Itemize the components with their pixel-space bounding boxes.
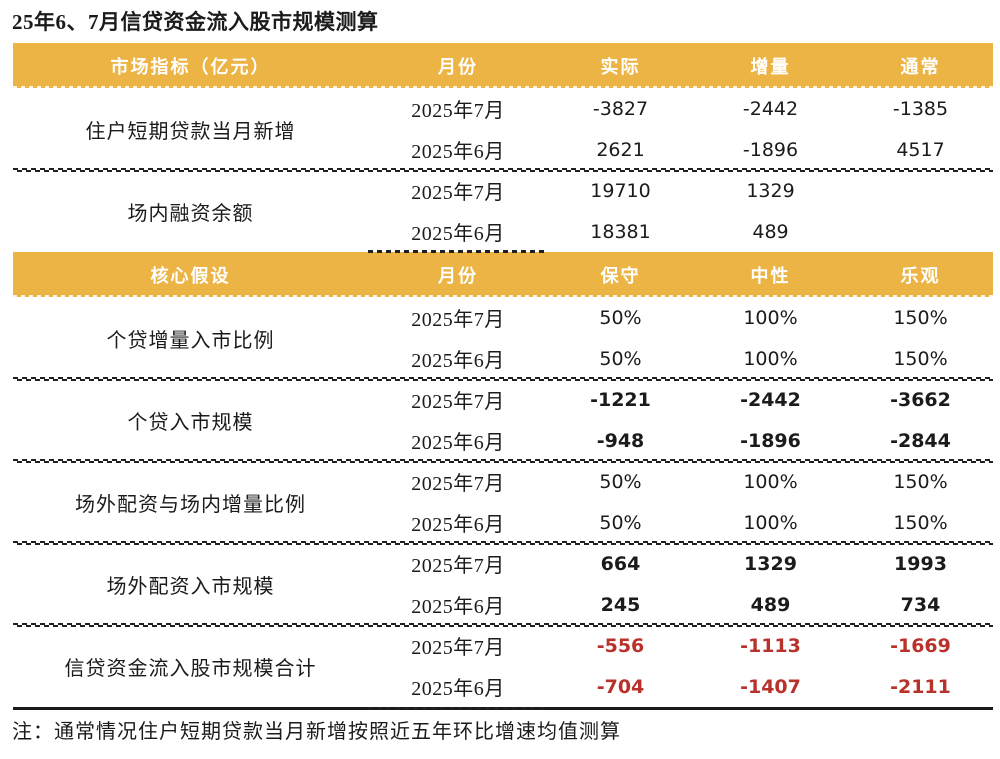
header-core-assumption: 核心假设 (150, 265, 231, 286)
value-cell: 18381 (590, 220, 651, 243)
month-cell: 2025年7月 (411, 555, 505, 577)
value-cell: 664 (600, 552, 641, 575)
month-column-dash (368, 250, 546, 253)
value-cell: 150% (893, 470, 948, 493)
value-cell: 489 (752, 220, 789, 243)
header-market-indicator: 市场指标（亿元） (110, 56, 271, 77)
value-cell: 150% (893, 511, 948, 534)
value-cell: -1407 (740, 675, 801, 698)
value-cell: 245 (600, 593, 641, 616)
value-cell: 1329 (746, 179, 795, 202)
dashed-divider (13, 377, 993, 382)
row-label: 个贷增量入市比例 (106, 329, 275, 352)
month-cell: 2025年6月 (411, 350, 505, 372)
value-cell: 1993 (894, 552, 947, 575)
value-cell: 50% (599, 470, 642, 493)
value-cell: -1113 (740, 634, 801, 657)
value-cell: 1329 (744, 552, 797, 575)
month-cell: 2025年6月 (411, 678, 505, 700)
credit-flow-table: 市场指标（亿元） 月份 实际 增量 通常 住户短期贷款当月新增 2025年7月 … (13, 43, 993, 710)
row-label: 场外配资与场内增量比例 (75, 493, 306, 516)
value-cell: -948 (596, 429, 645, 452)
month-cell: 2025年7月 (411, 182, 505, 204)
section-margin-financing-balance: 场内融资余额 2025年7月 19710 1329 2025年6月 18381 … (13, 170, 993, 252)
month-cell: 2025年6月 (411, 596, 505, 618)
dashed-divider (13, 623, 993, 628)
value-cell: 50% (599, 511, 642, 534)
section-loan-entry-scale: 个贷入市规模 2025年7月 -1221 -2442 -3662 2025年6月… (13, 379, 993, 461)
value-cell: 2621 (596, 138, 645, 161)
header-month: 月份 (438, 265, 478, 286)
value-cell: 100% (743, 347, 798, 370)
header-usual: 通常 (900, 56, 941, 77)
value-cell: 100% (743, 511, 798, 534)
value-cell: -2442 (742, 97, 799, 120)
month-cell: 2025年6月 (411, 514, 505, 536)
value-cell: 100% (743, 470, 798, 493)
month-cell: 2025年6月 (411, 432, 505, 454)
month-cell: 2025年6月 (411, 223, 505, 245)
value-cell: -1669 (890, 634, 951, 657)
value-cell: 150% (893, 347, 948, 370)
section-household-short-term-loans: 住户短期贷款当月新增 2025年7月 -3827 -2442 -1385 202… (13, 88, 993, 170)
month-cell: 2025年6月 (411, 141, 505, 163)
market-table-header: 市场指标（亿元） 月份 实际 增量 通常 (13, 43, 993, 88)
value-cell: -3827 (592, 97, 649, 120)
value-cell: 4517 (896, 138, 945, 161)
value-cell: -704 (596, 675, 645, 698)
row-label: 场内融资余额 (127, 202, 254, 225)
assumption-table-header: 核心假设 月份 保守 中性 乐观 (13, 250, 993, 297)
value-cell: -1896 (742, 138, 799, 161)
value-cell: -1896 (740, 429, 801, 452)
header-actual: 实际 (600, 56, 641, 77)
value-cell: 50% (599, 306, 642, 329)
value-cell: 50% (599, 347, 642, 370)
month-cell: 2025年7月 (411, 309, 505, 331)
month-cell: 2025年7月 (411, 391, 505, 413)
section-offmarket-entry-scale: 场外配资入市规模 2025年7月 664 1329 1993 2025年6月 2… (13, 543, 993, 625)
value-cell: -2111 (890, 675, 951, 698)
value-cell: 100% (743, 306, 798, 329)
report-table-page: 25年6、7月信贷资金流入股市规模测算 市场指标（亿元） 月份 实际 增量 通常… (0, 9, 1000, 746)
dashed-divider (13, 541, 993, 546)
footnote: 注：通常情况住户短期贷款当月新增按照近五年环比增速均值测算 (12, 721, 621, 743)
row-label: 场外配资入市规模 (106, 575, 275, 598)
header-conservative: 保守 (600, 265, 641, 286)
dashed-divider (13, 168, 993, 173)
header-increment: 增量 (750, 56, 791, 77)
value-cell: -556 (596, 634, 645, 657)
value-cell: -1221 (590, 388, 651, 411)
page-title: 25年6、7月信贷资金流入股市规模测算 (12, 10, 379, 34)
table-bottom-border (13, 707, 993, 710)
value-cell: 489 (750, 593, 791, 616)
row-label: 个贷入市规模 (127, 411, 254, 434)
header-month: 月份 (438, 56, 478, 77)
month-column-dash (368, 707, 546, 710)
month-cell: 2025年7月 (411, 473, 505, 495)
value-cell: 19710 (590, 179, 651, 202)
value-cell: -3662 (890, 388, 951, 411)
value-cell: 734 (900, 593, 941, 616)
value-cell: 150% (893, 306, 948, 329)
section-total-credit-inflow: 信贷资金流入股市规模合计 2025年7月 -556 -1113 -1669 20… (13, 625, 993, 707)
value-cell: -1385 (892, 97, 949, 120)
row-label: 信贷资金流入股市规模合计 (64, 657, 317, 680)
value-cell: -2844 (890, 429, 951, 452)
header-neutral: 中性 (750, 265, 791, 286)
row-label: 住户短期贷款当月新增 (85, 120, 296, 143)
month-cell: 2025年7月 (411, 637, 505, 659)
dashed-divider (13, 459, 993, 464)
value-cell: -2442 (740, 388, 801, 411)
section-offmarket-ratio: 场外配资与场内增量比例 2025年7月 50% 100% 150% 2025年6… (13, 461, 993, 543)
month-cell: 2025年7月 (411, 100, 505, 122)
section-loan-increment-entry-ratio: 个贷增量入市比例 2025年7月 50% 100% 150% 2025年6月 5… (13, 297, 993, 379)
header-optimistic: 乐观 (900, 265, 941, 286)
